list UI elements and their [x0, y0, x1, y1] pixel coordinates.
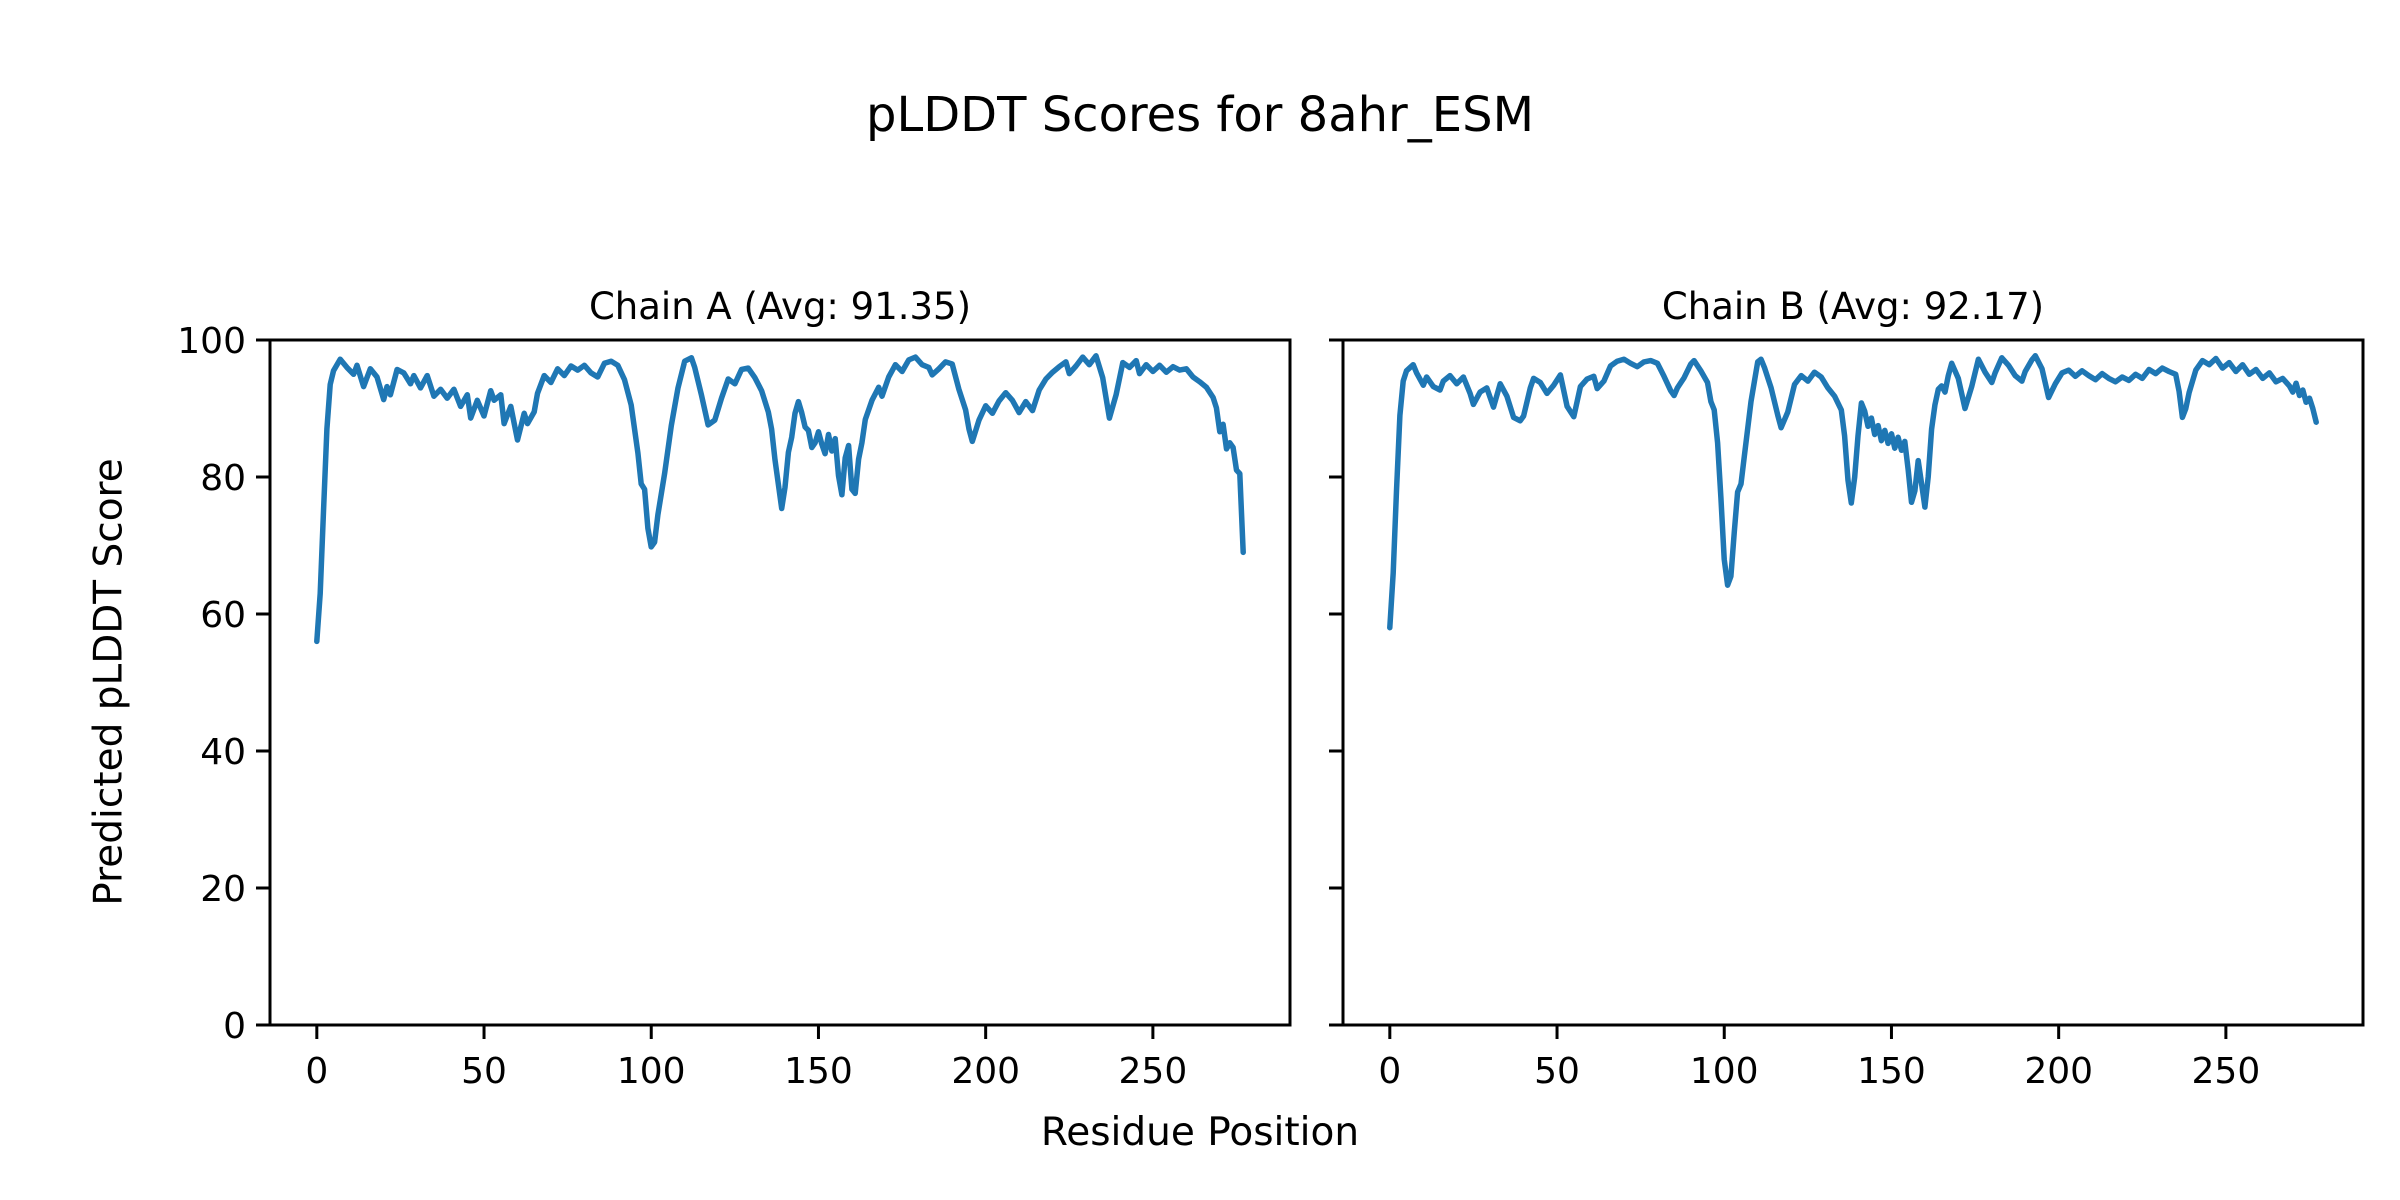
y-tick-label: 80 [200, 458, 246, 499]
y-tick-label: 20 [200, 869, 246, 910]
axes-spines [268, 338, 1292, 1027]
subplot-b: 0 50 100 150 200 250 [1329, 338, 2365, 1092]
subplot-a: 0 50 100 150 200 250 0 20 40 60 80 100 [177, 321, 1292, 1092]
x-tick-label: 50 [461, 1051, 507, 1092]
y-tick-label: 100 [177, 321, 246, 362]
x-tick-label: 250 [2192, 1051, 2261, 1092]
x-tick-label: 0 [1378, 1051, 1401, 1092]
x-tick-label: 100 [617, 1051, 686, 1092]
x-tick-label: 0 [305, 1051, 328, 1092]
plddt-line-chain-a [314, 353, 1246, 645]
y-tick-label: 0 [223, 1006, 246, 1047]
x-tick-label: 150 [1857, 1051, 1926, 1092]
figure-title: pLDDT Scores for 8ahr_ESM [866, 87, 1534, 143]
y-tick-label: 40 [200, 732, 246, 773]
subplot-b-title: Chain B (Avg: 92.17) [1661, 285, 2045, 328]
y-tick-label: 60 [200, 595, 246, 636]
x-tick-label: 150 [784, 1051, 853, 1092]
x-axis-label: Residue Position [1040, 1110, 1360, 1155]
x-tick-label: 100 [1690, 1051, 1759, 1092]
x-tick-label: 50 [1534, 1051, 1580, 1092]
axes-spines [1341, 338, 2365, 1027]
x-tick-label: 250 [1119, 1051, 1188, 1092]
x-tick-label: 200 [2024, 1051, 2093, 1092]
plddt-line-chain-b [1387, 353, 2319, 631]
x-tick-label: 200 [951, 1051, 1020, 1092]
subplot-a-title: Chain A (Avg: 91.35) [588, 285, 972, 328]
